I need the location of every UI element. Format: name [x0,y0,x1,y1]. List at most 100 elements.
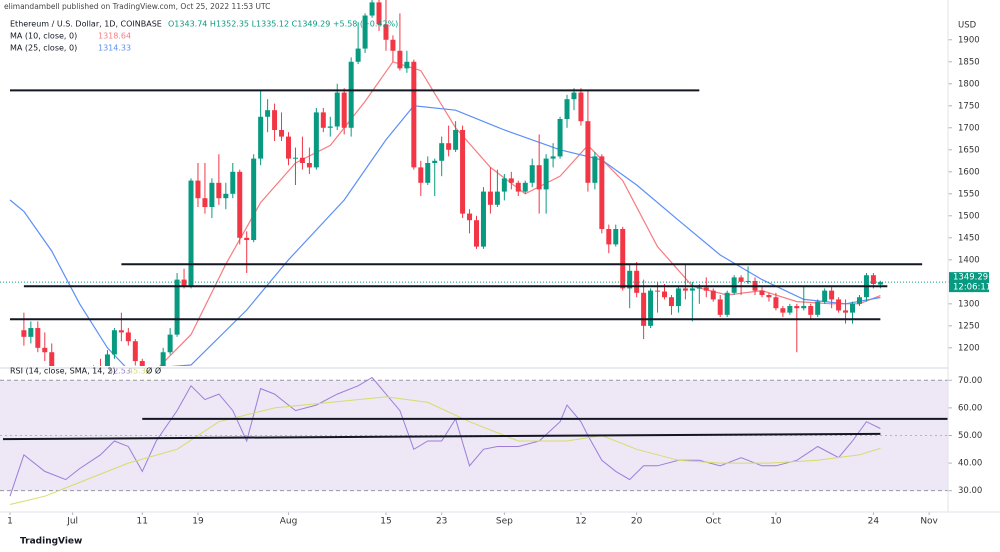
candle-body [808,306,814,315]
last-price-box [949,272,989,293]
candle-body [313,112,319,168]
candle-body [689,288,695,291]
candle-body [244,237,250,241]
candle-body [620,229,626,289]
y-tick-label: 1750 [958,101,980,111]
ma25-legend: MA (25, close, 0) [10,44,77,53]
candle-body [404,61,410,69]
candle-body [28,328,34,337]
legend-value: 45.33 [128,367,151,376]
candle-body [334,92,340,127]
candle-body [494,191,500,205]
candle-body [801,306,807,309]
candle-body [870,275,876,285]
candle-body [376,2,382,25]
y-tick-label: 1850 [958,57,980,67]
candle-body [836,299,842,311]
candle-body [641,292,647,326]
candle-body [536,165,542,190]
candle-body [829,290,835,300]
candle-body [738,277,744,282]
candle-body [446,143,452,150]
candle-body [181,279,187,287]
y-tick-label: 70.00 [958,376,982,386]
candle-body [460,129,466,214]
candle-body [104,354,110,366]
candle-body [710,290,716,300]
candle-body [487,191,493,205]
y-tick-label: 1300 [958,299,980,309]
y-tick-label: 1900 [958,35,980,45]
line-series [159,61,881,366]
candle-body [327,126,333,128]
x-tick-label: 12 [575,517,586,527]
candle-body [167,334,173,353]
candle-body [787,306,793,313]
x-tick-label: Oct [705,517,721,527]
candle-body [773,297,779,309]
x-tick-label: 10 [770,517,782,527]
candle-body [418,167,424,183]
y-tick-label: 1700 [958,123,980,133]
candle-body [362,15,368,49]
candle-body [160,352,166,366]
candle-body [745,280,751,282]
candle-body [627,270,633,289]
ma10-legend: MA (10, close, 0) [10,32,77,41]
candle-body [480,191,486,247]
y-tick-label: 1200 [958,343,980,353]
candle-body [668,297,674,307]
candle-body [49,352,55,366]
y-tick-label: 1600 [958,167,980,177]
candle-body [850,303,856,313]
rsi-extra: Ø Ø [146,366,161,376]
candle-body [696,287,702,289]
y-tick-label: 30.00 [958,486,982,496]
y-tick-label: 1800 [958,79,980,89]
candle-body [292,157,298,159]
line-series [9,105,881,366]
candle-body [529,165,535,183]
candle-body [515,182,521,192]
x-tick-label: Sep [496,517,513,527]
candle-body [306,162,312,168]
y-tick-label: 1250 [958,321,980,331]
candle-body [383,24,389,40]
candle-body [682,288,688,291]
candle-body [35,328,41,348]
ohlc: O1343.74 H1352.35 L1335.12 C1349.29 +5.5… [168,20,398,29]
candle-body [550,156,556,159]
candle-body [557,118,563,157]
candle-body [599,156,605,230]
x-tick-label: 24 [868,517,880,527]
footer: TradingView [20,537,82,547]
legend-value: 1318.64 [98,32,131,41]
candle-body [508,178,514,183]
candle-body [230,171,236,194]
candle-body [369,2,375,16]
candle-body [209,182,215,208]
candle-body [543,158,549,190]
labels: 1200125013001350140014501500155016001650… [7,32,991,527]
candle-body [717,299,723,315]
candle-body [320,112,326,128]
countdown: 12:06:11 [953,283,991,293]
last-price: 1349.29 [953,273,988,283]
candle-body [174,279,180,335]
candle-body [564,99,570,119]
x-tick-label: 1 [7,517,13,527]
candle-body [425,162,431,183]
candle-body [188,180,194,287]
x-tick-label: 23 [436,517,447,527]
candle-body [592,156,598,183]
publisher: elimandambell published on TradingView.c… [4,2,270,11]
candle-body [877,282,883,285]
y-tick-label: 1550 [958,189,980,199]
y-tick-label: 1500 [958,211,980,221]
candle-body [662,291,668,298]
candle-body [237,171,243,238]
y-tick-label: 1650 [958,145,980,155]
candle-body [42,347,48,353]
x-tick-label: 19 [192,517,204,527]
